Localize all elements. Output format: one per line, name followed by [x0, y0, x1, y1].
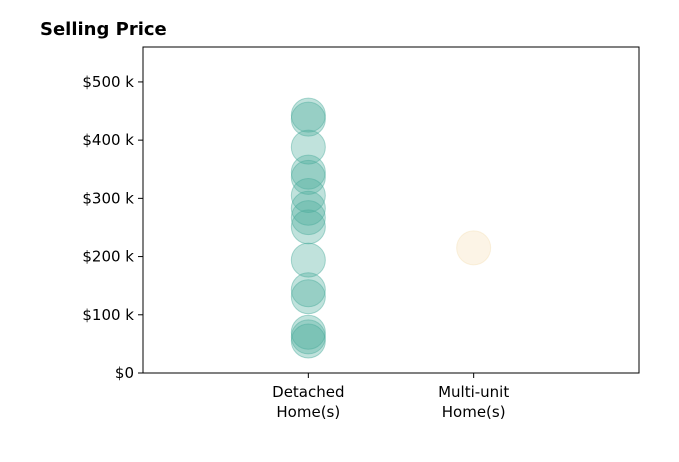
data-point: [290, 200, 326, 236]
y-tick-label: $200 k: [82, 248, 134, 266]
data-point: [290, 190, 326, 226]
x-tick-label: Detached: [272, 383, 344, 401]
y-axis: $0 $100 k $200 k $300 k $400 k $500 k: [82, 73, 143, 382]
data-point: [290, 323, 326, 359]
data-point: [290, 272, 326, 308]
x-tick-label: Home(s): [442, 403, 506, 421]
y-tick-label: $400 k: [82, 131, 134, 149]
plot-area-frame: [142, 46, 640, 374]
chart-title: Selling Price: [40, 19, 167, 40]
data-point: [290, 319, 326, 355]
data-point: [290, 242, 326, 278]
data-point: [290, 101, 326, 137]
y-tick-label: $0: [115, 364, 134, 382]
data-point: [290, 97, 326, 133]
data-points: [290, 97, 492, 359]
data-point: [290, 209, 326, 245]
y-tick-label: $100 k: [82, 306, 134, 324]
data-point: [290, 159, 326, 195]
x-axis: Detached Home(s) Multi-unit Home(s): [272, 373, 509, 421]
x-tick-label: Multi-unit: [438, 383, 509, 401]
x-tick-label: Home(s): [276, 403, 340, 421]
data-point: [290, 154, 326, 190]
y-tick-label: $300 k: [82, 189, 134, 207]
y-tick-label: $500 k: [82, 73, 134, 91]
data-point: [290, 279, 326, 315]
data-point: [290, 314, 326, 350]
data-point: [290, 129, 326, 165]
data-point: [290, 177, 326, 213]
data-point: [456, 230, 492, 266]
